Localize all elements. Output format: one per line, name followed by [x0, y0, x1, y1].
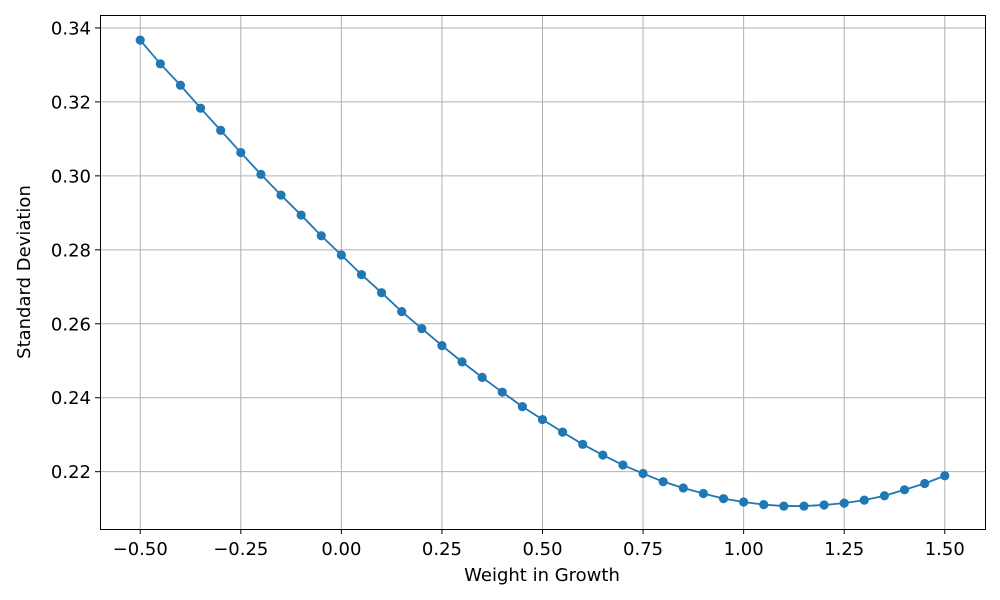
data-point [759, 499, 769, 510]
x-tick-label: −0.50 [113, 539, 168, 560]
x-tick-label: 0.50 [522, 539, 562, 560]
x-axis-title: Weight in Growth [464, 565, 620, 586]
data-point [718, 494, 729, 504]
y-tick-label: 0.22 [51, 462, 91, 483]
data-point [296, 210, 306, 220]
data-point [276, 190, 286, 200]
x-tick-label: 0.75 [623, 539, 663, 560]
x-tick-label: 1.00 [724, 539, 764, 560]
axis-ticks: −0.50 −0.25 0.00 0.25 0.50 0.75 1.00 1.25 1.50 0.… [51, 18, 965, 560]
data-point [558, 427, 568, 437]
data-point [598, 450, 608, 460]
data-point [920, 478, 930, 489]
y-tick-label: 0.30 [51, 166, 91, 187]
data-point [678, 483, 688, 493]
data-point [899, 485, 910, 495]
data-point [236, 147, 246, 158]
x-tick-label: −0.25 [213, 539, 268, 560]
data-point [638, 468, 648, 479]
x-tick-label: 0.25 [422, 539, 462, 560]
y-tick-label: 0.32 [51, 92, 91, 113]
data-point [578, 439, 588, 449]
data-point [940, 471, 950, 481]
data-point [376, 288, 387, 298]
y-tick-label: 0.24 [51, 388, 91, 409]
data-point [356, 269, 367, 280]
data-point [397, 306, 407, 317]
data-point [256, 169, 266, 179]
data-point [457, 357, 467, 367]
data-point [316, 231, 326, 241]
x-tick-label: 1.50 [925, 539, 965, 560]
data-point [497, 387, 507, 397]
x-tick-label: 1.25 [824, 539, 864, 560]
data-point [799, 501, 809, 511]
x-tick-label: 0.00 [321, 539, 361, 560]
y-tick-label: 0.26 [51, 314, 91, 335]
data-point [879, 491, 890, 501]
data-point [779, 501, 789, 511]
data-point [336, 250, 346, 260]
data-point [195, 103, 206, 113]
data-point [537, 414, 548, 425]
data-point [618, 460, 628, 470]
data-point [135, 35, 145, 45]
data-point [859, 495, 869, 505]
data-point [658, 477, 668, 487]
data-point [739, 497, 749, 507]
data-point [839, 498, 849, 508]
series-layer [135, 35, 950, 511]
data-point [819, 500, 829, 510]
y-tick-label: 0.28 [51, 240, 91, 261]
grid [100, 15, 985, 529]
data-point [417, 323, 427, 334]
data-point [477, 372, 487, 382]
y-tick-label: 0.34 [51, 18, 91, 39]
data-point [698, 488, 709, 499]
data-point [155, 59, 165, 69]
data-point [517, 402, 527, 412]
y-axis-title: Standard Deviation [14, 185, 35, 359]
data-point [216, 125, 226, 135]
data-point [437, 340, 447, 351]
data-point [175, 80, 186, 90]
